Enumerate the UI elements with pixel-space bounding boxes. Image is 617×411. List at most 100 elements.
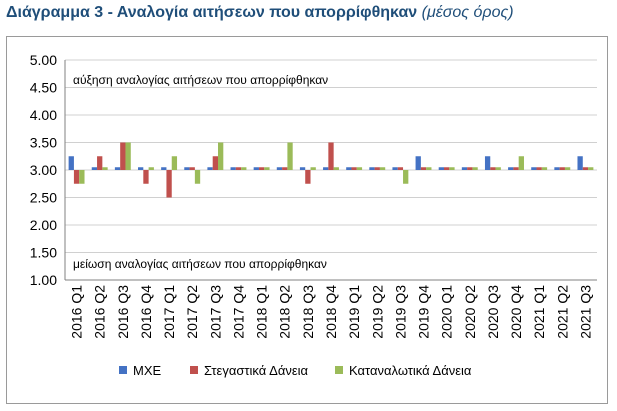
x-tick-label: 2019 Q3 bbox=[392, 285, 408, 339]
bar-0-15 bbox=[415, 156, 421, 170]
bar-2-0 bbox=[79, 170, 85, 184]
x-tick-label: 2016 Q1 bbox=[69, 285, 85, 339]
bar-1-0 bbox=[73, 170, 80, 184]
bar-1-5 bbox=[189, 167, 195, 170]
annotation-decrease: μείωση αναλογίας αιτήσεων που απορρίφθηκ… bbox=[73, 257, 327, 271]
y-tick-label: 2.50 bbox=[30, 190, 57, 206]
bar-1-10 bbox=[305, 170, 311, 184]
bar-2-12 bbox=[356, 167, 363, 170]
y-tick-label: 1.00 bbox=[30, 272, 57, 288]
bar-0-4 bbox=[161, 167, 167, 170]
bar-1-18 bbox=[490, 167, 496, 170]
y-axis-ticks: 1.00 1.50 2.00 2.50 3.00 3.50 4.00 4.50 5.00 bbox=[30, 52, 57, 288]
bar-2-21 bbox=[564, 167, 571, 170]
bar-1-20 bbox=[536, 167, 542, 170]
bar-0-12 bbox=[346, 167, 352, 170]
x-tick-label: 2018 Q4 bbox=[323, 285, 339, 339]
bar-1-16 bbox=[444, 167, 450, 170]
x-tick-label: 2017 Q4 bbox=[230, 285, 246, 339]
y-tick-label: 3.00 bbox=[30, 162, 57, 178]
x-tick-label: 2017 Q3 bbox=[207, 285, 223, 339]
x-tick-label: 2020 Q3 bbox=[485, 285, 501, 339]
bar-0-22 bbox=[577, 156, 583, 170]
bar-0-0 bbox=[68, 156, 74, 170]
x-tick-label: 2018 Q3 bbox=[300, 285, 316, 339]
bar-2-17 bbox=[472, 167, 478, 170]
x-tick-label: 2019 Q1 bbox=[346, 285, 362, 339]
bar-2-18 bbox=[495, 167, 501, 170]
bar-2-20 bbox=[541, 167, 548, 170]
bar-1-1 bbox=[97, 156, 103, 170]
bar-2-14 bbox=[403, 170, 409, 184]
chart-frame: 1.00 1.50 2.00 2.50 3.00 3.50 4.00 4.50 5.00 201… bbox=[6, 36, 608, 404]
bar-0-13 bbox=[369, 167, 375, 170]
bar-2-7 bbox=[241, 167, 247, 170]
bar-1-7 bbox=[235, 167, 242, 170]
bar-0-3 bbox=[138, 167, 144, 170]
bar-0-16 bbox=[438, 167, 444, 170]
bar-1-17 bbox=[467, 167, 473, 170]
annotation-increase: αύξηση αναλογίας αιτήσεων που απορρίφθηκ… bbox=[73, 73, 328, 87]
bar-1-4 bbox=[166, 170, 172, 198]
x-tick-label: 2021 Q1 bbox=[531, 285, 547, 339]
bar-0-10 bbox=[299, 167, 306, 170]
bar-2-3 bbox=[148, 167, 154, 170]
x-tick-label: 2018 Q2 bbox=[277, 285, 293, 339]
bar-0-2 bbox=[114, 167, 121, 170]
bar-0-20 bbox=[531, 167, 537, 170]
x-tick-label: 2016 Q4 bbox=[138, 285, 154, 339]
bar-1-13 bbox=[374, 167, 380, 170]
bar-1-9 bbox=[282, 167, 288, 170]
bar-0-7 bbox=[230, 167, 236, 170]
x-tick-label: 2021 Q3 bbox=[577, 285, 593, 339]
bar-0-18 bbox=[484, 156, 491, 170]
bar-1-8 bbox=[258, 167, 265, 170]
bar-2-13 bbox=[379, 167, 386, 170]
bar-1-21 bbox=[559, 167, 565, 170]
x-axis-ticks: 2016 Q1 2016 Q2 2016 Q3 2016 Q4 2017 Q1 2017 … bbox=[69, 285, 594, 339]
bar-1-3 bbox=[143, 170, 149, 184]
bar-1-14 bbox=[397, 167, 404, 170]
x-tick-label: 2016 Q2 bbox=[92, 285, 108, 339]
legend-swatch-1 bbox=[190, 366, 198, 374]
legend-swatch-0 bbox=[119, 366, 127, 374]
bar-2-9 bbox=[287, 142, 293, 170]
x-tick-label: 2020 Q4 bbox=[508, 285, 524, 339]
bar-0-6 bbox=[207, 167, 213, 170]
bar-1-15 bbox=[420, 167, 427, 170]
bar-2-4 bbox=[171, 156, 178, 170]
bar-2-11 bbox=[333, 167, 339, 170]
y-tick-label: 5.00 bbox=[30, 52, 57, 68]
bar-2-19 bbox=[518, 156, 524, 170]
bar-2-10 bbox=[310, 167, 316, 170]
y-tick-label: 3.50 bbox=[30, 135, 57, 151]
bar-2-16 bbox=[449, 167, 455, 170]
y-tick-label: 2.00 bbox=[30, 217, 57, 233]
bar-1-6 bbox=[212, 156, 218, 170]
bar-0-19 bbox=[508, 167, 514, 170]
axes bbox=[64, 60, 597, 281]
bar-2-2 bbox=[125, 142, 131, 170]
bar-1-11 bbox=[328, 142, 334, 170]
bar-2-5 bbox=[194, 170, 201, 184]
legend-item-0: ΜΧΕ bbox=[119, 363, 162, 378]
bar-0-17 bbox=[461, 167, 468, 170]
bar-2-6 bbox=[218, 142, 224, 170]
bar-2-15 bbox=[426, 167, 432, 170]
bars bbox=[68, 142, 594, 198]
bar-1-12 bbox=[351, 167, 357, 170]
chart-title: Διάγραμμα 3 - Αναλογία αιτήσεων που απορ… bbox=[6, 4, 514, 22]
legend-label-0: ΜΧΕ bbox=[133, 363, 162, 378]
bar-0-8 bbox=[253, 167, 259, 170]
x-tick-label: 2019 Q4 bbox=[416, 285, 432, 339]
x-tick-label: 2017 Q1 bbox=[161, 285, 177, 339]
bar-1-19 bbox=[513, 167, 519, 170]
bar-2-22 bbox=[588, 167, 594, 170]
x-tick-label: 2020 Q2 bbox=[462, 285, 478, 339]
legend-label-2: Καταναλωτικά Δάνεια bbox=[349, 363, 472, 378]
bar-1-22 bbox=[582, 167, 589, 170]
chart-title-subtitle: (μέσος όρος) bbox=[421, 4, 514, 21]
bar-0-9 bbox=[276, 167, 283, 170]
bar-2-8 bbox=[264, 167, 270, 170]
x-tick-label: 2016 Q3 bbox=[115, 285, 131, 339]
